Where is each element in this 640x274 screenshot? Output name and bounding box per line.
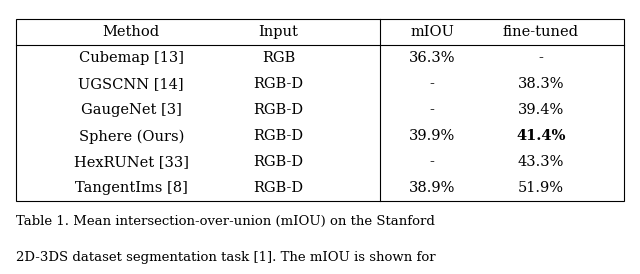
Text: -: - <box>429 155 435 169</box>
Text: -: - <box>429 77 435 91</box>
Text: 38.9%: 38.9% <box>409 181 455 195</box>
Bar <box>16 19 624 201</box>
Text: RGB: RGB <box>262 51 295 65</box>
Text: mIOU: mIOU <box>410 25 454 39</box>
Text: Sphere (Ours): Sphere (Ours) <box>79 129 184 144</box>
Text: -: - <box>429 103 435 117</box>
Text: 41.4%: 41.4% <box>516 129 566 143</box>
Text: RGB-D: RGB-D <box>253 181 303 195</box>
Text: 43.3%: 43.3% <box>518 155 564 169</box>
Text: Method: Method <box>102 25 160 39</box>
Text: 38.3%: 38.3% <box>518 77 564 91</box>
Text: GaugeNet [3]: GaugeNet [3] <box>81 103 182 117</box>
Text: RGB-D: RGB-D <box>253 103 303 117</box>
Text: RGB-D: RGB-D <box>253 129 303 143</box>
Text: -: - <box>538 51 543 65</box>
Text: fine-tuned: fine-tuned <box>503 25 579 39</box>
Text: 39.9%: 39.9% <box>409 129 455 143</box>
Text: 51.9%: 51.9% <box>518 181 564 195</box>
Text: Input: Input <box>259 25 298 39</box>
Text: TangentIms [8]: TangentIms [8] <box>75 181 188 195</box>
Text: Cubemap [13]: Cubemap [13] <box>79 51 184 65</box>
Text: UGSCNN [14]: UGSCNN [14] <box>78 77 184 91</box>
Text: 39.4%: 39.4% <box>518 103 564 117</box>
Text: 36.3%: 36.3% <box>409 51 455 65</box>
Text: RGB-D: RGB-D <box>253 77 303 91</box>
Text: Table 1. Mean intersection-over-union (mIOU) on the Stanford: Table 1. Mean intersection-over-union (m… <box>16 215 435 228</box>
Text: 2D-3DS dataset segmentation task [1]. The mIOU is shown for: 2D-3DS dataset segmentation task [1]. Th… <box>16 251 436 264</box>
Text: HexRUNet [33]: HexRUNet [33] <box>74 155 189 169</box>
Text: RGB-D: RGB-D <box>253 155 303 169</box>
